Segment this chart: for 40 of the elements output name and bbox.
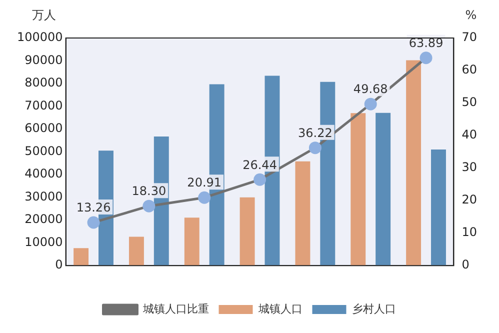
data-label: 36.22: [298, 126, 332, 140]
y-axis-title: 万人: [32, 8, 56, 22]
data-label: 26.44: [242, 158, 277, 172]
y2-tick-label: 70: [462, 30, 478, 44]
y-tick-label: 50000: [24, 144, 63, 158]
data-label: 20.91: [187, 176, 222, 190]
y-tick-label: 20000: [24, 212, 63, 226]
y-tick-label: 90000: [24, 52, 63, 67]
data-label: 49.68: [353, 82, 388, 96]
y-tick-label: 10000: [24, 234, 63, 249]
data-label: 18.30: [132, 184, 166, 198]
legend-label: 城镇人口: [257, 302, 302, 316]
legend-label: 城镇人口比重: [142, 302, 209, 316]
y2-axis-title: %: [465, 8, 477, 22]
y-tick-label: 0: [55, 258, 63, 272]
y-tick-label: 100000: [16, 30, 63, 44]
bar: [240, 197, 255, 266]
bar: [431, 150, 446, 266]
y2-tick-label: 60: [462, 62, 478, 77]
data-label: 63.89: [408, 36, 444, 50]
bar: [295, 161, 310, 266]
y-tick-label: 80000: [24, 76, 63, 90]
bar: [406, 60, 422, 266]
y2-tick-label: 50: [462, 95, 478, 110]
y-tick-label: 70000: [24, 98, 63, 112]
bar: [350, 113, 366, 266]
y2-tick-label: 30: [462, 160, 478, 174]
y-tick-label: 30000: [24, 189, 63, 204]
y2-tick-label: 20: [462, 192, 478, 207]
bar: [128, 236, 144, 266]
y-tick-label: 60000: [24, 121, 63, 136]
bar: [184, 218, 200, 266]
y2-tick-label: 40: [462, 128, 478, 142]
y2-tick-label: 0: [462, 258, 470, 272]
legend-label: 乡村人口: [352, 302, 396, 316]
bar: [74, 248, 89, 266]
bar: [376, 112, 391, 266]
y2-tick-label: 10: [462, 225, 478, 240]
y-tick-label: 40000: [24, 166, 63, 181]
data-label: 13.26: [76, 200, 111, 215]
